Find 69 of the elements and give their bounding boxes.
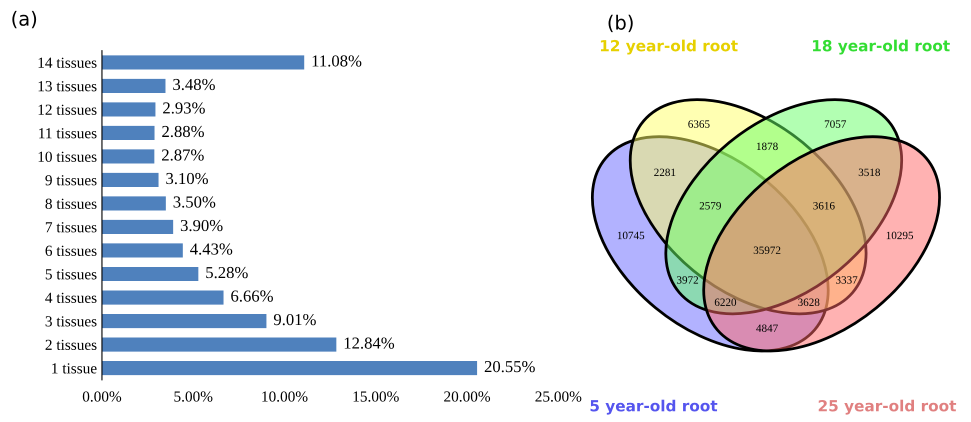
- data-label: 2.87%: [162, 149, 204, 161]
- data-label: 11.08%: [312, 55, 362, 67]
- text: 3518: [858, 168, 880, 176]
- y-tick-label: 5 tissues: [46, 269, 97, 280]
- x-tick-label: 15.00%: [354, 391, 399, 402]
- text: 3972: [676, 276, 698, 284]
- y-tick-label: 7 tissues: [46, 222, 97, 232]
- y-tick-label: 6 tissues: [46, 246, 97, 256]
- data-label: 4.43%: [190, 243, 232, 255]
- data-label: 3.90%: [180, 220, 223, 232]
- data-label: 3.50%: [174, 196, 216, 208]
- data-label: 3.10%: [166, 172, 208, 184]
- y-tick-label: 12 tissues: [38, 104, 97, 115]
- bar: [102, 55, 304, 70]
- bar: [102, 360, 478, 376]
- data-label: 2.93%: [163, 102, 205, 114]
- text: 3628: [798, 298, 820, 306]
- data-label: 6.66%: [231, 290, 273, 302]
- y-tick-label: 14 tissues: [38, 58, 97, 68]
- text: 3616: [813, 202, 835, 210]
- bar: [102, 220, 174, 234]
- text: (b): [608, 14, 633, 32]
- data-label: 12.84%: [344, 337, 394, 349]
- bar: [102, 314, 266, 328]
- y-tick-label: 11 tissues: [39, 128, 97, 138]
- text: 18 year-old root: [812, 40, 950, 55]
- bar: [102, 243, 183, 258]
- text: 2281: [654, 168, 676, 176]
- text: 1878: [756, 142, 778, 150]
- y-tick-label: 13 tissues: [38, 81, 97, 92]
- bar: [102, 266, 198, 282]
- data-label: 2.88%: [162, 126, 204, 138]
- text: 10745: [618, 232, 644, 240]
- text: 12 year-old root: [600, 40, 738, 55]
- text: 25 year-old root: [818, 400, 956, 415]
- text: 35972: [754, 246, 780, 254]
- x-tick-label: 0.00%: [82, 391, 122, 402]
- text: 4847: [756, 324, 778, 332]
- bar: [102, 172, 159, 188]
- text: 7057: [824, 120, 846, 128]
- text: 10295: [886, 232, 914, 240]
- text: 2579: [700, 202, 721, 210]
- chart-title: (a): [12, 10, 36, 28]
- data-label: 3.48%: [173, 78, 215, 90]
- y-tick-label: 3 tissues: [46, 316, 97, 326]
- y-tick-label: 4 tissues: [45, 292, 97, 303]
- bar: [102, 149, 154, 164]
- x-tick-label: 20.00%: [444, 391, 490, 402]
- bar: [102, 102, 156, 116]
- text: 3337: [836, 276, 858, 284]
- bar: [102, 126, 155, 140]
- data-label: 5.28%: [206, 266, 248, 278]
- text: 6220: [714, 298, 736, 306]
- y-tick-label: 1 tissue: [52, 363, 97, 374]
- x-tick-label: 10.00%: [262, 391, 308, 402]
- y-tick-label: 9 tissues: [45, 175, 97, 186]
- x-tick-label: 25.00%: [535, 391, 582, 402]
- y-tick-label: 2 tissues: [46, 340, 97, 350]
- y-tick-label: 10 tissues: [38, 152, 97, 162]
- text: 5 year-old root: [590, 400, 718, 415]
- y-tick-label: 8 tissues: [45, 198, 97, 209]
- bar: [102, 290, 224, 305]
- bar: [102, 196, 166, 211]
- bar: [102, 337, 336, 352]
- bar: [102, 78, 166, 93]
- data-label: 20.55%: [484, 360, 535, 372]
- data-label: 9.01%: [274, 314, 316, 326]
- text: 6365: [688, 120, 710, 128]
- x-tick-label: 5.00%: [174, 391, 212, 402]
